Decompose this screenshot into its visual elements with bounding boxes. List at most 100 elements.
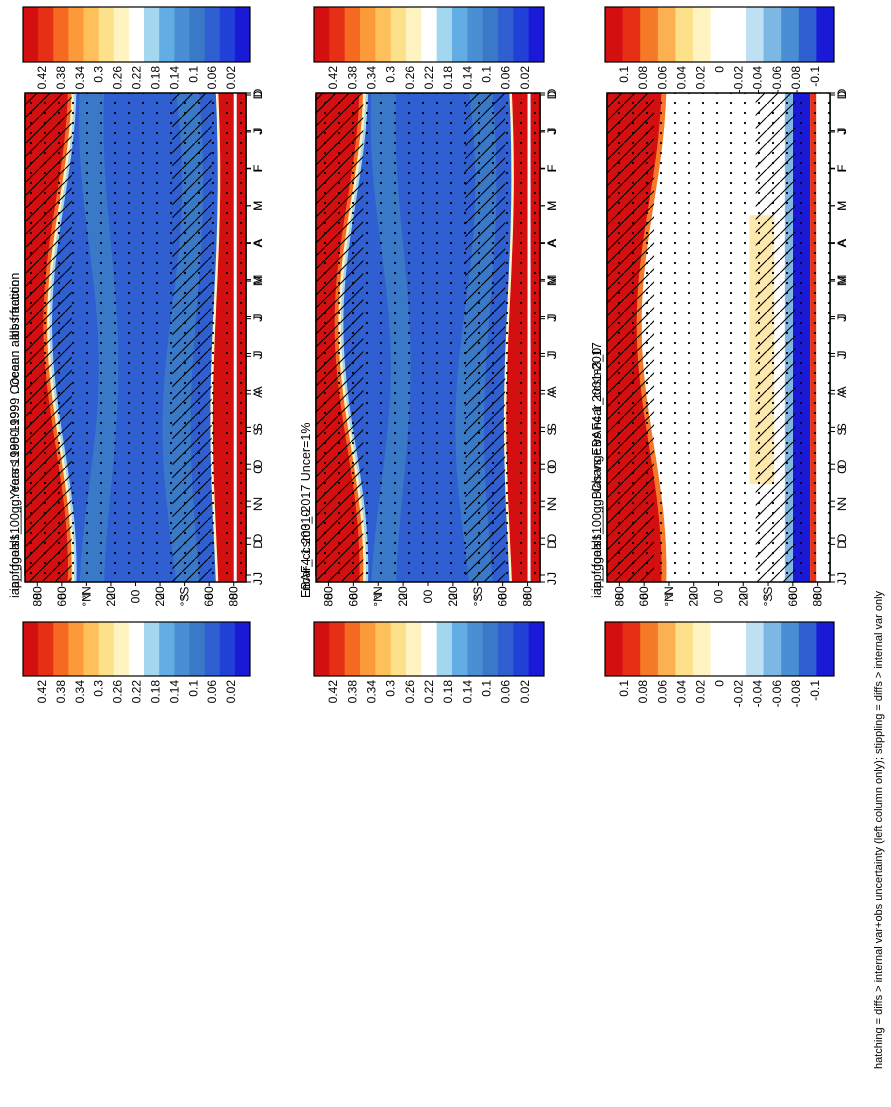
colorbar-cell [329,7,346,62]
month-label: M [545,275,559,285]
lat-label: 80 [30,593,44,607]
colorbar-label: -0.08 [789,66,803,94]
colorbar-cell [204,7,221,62]
month-label: A [545,386,559,394]
month-label: N [545,497,559,506]
month-label: F [545,165,559,172]
colorbar-cell [329,622,346,676]
lat-label: °N [79,586,93,599]
colorbar-label: 0.1 [480,680,494,697]
month-label: J [835,579,849,585]
lat-label: 60 [202,586,216,600]
colorbar-label: 0.34 [365,66,379,90]
colorbar-cell [98,622,115,676]
month-label: J [251,128,265,134]
colorbar-label: -0.02 [732,680,746,708]
lat-label: 60 [637,586,651,600]
month-label: A [251,386,265,394]
panel-title: iap_fgoals1_0_g: Years 1980-1999 : Ocean… [8,280,22,598]
month-label: D [545,88,559,97]
colorbar-label: 0.22 [130,680,144,704]
lat-label: 80 [227,593,241,607]
month-label: A [545,239,559,247]
colorbar-frame [22,6,251,63]
colorbar-label: 0.14 [460,66,474,90]
month-label: J [251,353,265,359]
colorbar-label: 0.14 [167,680,181,704]
colorbar-label: 0.14 [167,66,181,90]
month-label: D [835,533,849,542]
colorbar-cell [344,7,361,62]
month-label: J [545,314,559,320]
lat-label: °N [79,593,93,606]
month-label: M [545,201,559,211]
month-label: S [251,423,265,431]
panel-title: iap_fgoals1_0_g: Years 1980-1999 : Ocean… [8,273,22,591]
lat-label: 60 [202,593,216,607]
colorbar-cell [390,7,407,62]
lat-label: 20 [446,586,460,600]
lat-label: 60 [637,593,651,607]
colorbar-label: 0.3 [92,680,106,697]
colorbar-cell [710,622,729,676]
colorbar-label: 0.02 [224,680,238,704]
colorbar-cell [605,7,624,62]
month-label: J [251,579,265,585]
colorbar-label: 0.38 [345,680,359,704]
colorbar-label: -0.1 [808,66,822,87]
panel-title: iap_fgoals1_0_g: Change vs ncar_ccsm3_0 [590,348,604,591]
colorbar-cell [436,7,453,62]
colorbar: 0.42 0.38 0.34 0.3 0.26 0.22 0.18 0.14 0.1 0.06 0.… [313,621,545,704]
colorbar-cell [174,7,190,62]
colorbar-cell [83,622,100,676]
colorbar-cell [452,622,468,676]
month-label: A [835,239,849,247]
colorbar: 0.1 0.08 0.06 0.04 0.02 0 -0.02 -0.04 -0.06 -0.08… [604,6,835,94]
lat-label: 80 [321,593,335,607]
month-label: D [835,88,849,97]
hatching-overlay-north [25,93,72,582]
colorbar-label: 0.22 [130,66,144,90]
colorbar-cell [38,622,54,676]
month-label: J [835,128,849,134]
colorbar-cell [390,622,407,676]
lat-label: 80 [521,593,535,607]
lat-label: °N [371,586,385,599]
colorbar-label: 0.18 [441,680,455,704]
lat-label: 60 [496,586,510,600]
colorbar-cell [375,622,392,676]
colorbar-label: 0.06 [655,680,669,704]
month-label: S [835,427,849,435]
month-label: D [251,533,265,542]
lat-label: 80 [227,586,241,600]
month-label: J [835,316,849,322]
colorbar-label: 0.42 [35,680,49,704]
month-label: J [545,572,559,578]
month-label: F [251,165,265,172]
colorbar-cell [113,622,130,676]
colorbar-label: -0.06 [770,66,784,94]
colorbar-label: 0.38 [345,66,359,90]
month-label: J [835,572,849,578]
lat-label: °S [471,594,485,607]
month-label: D [545,533,559,542]
colorbar-cell [640,7,659,62]
lat-label: 20 [396,586,410,600]
colorbar-cell [798,622,817,676]
month-label: N [835,497,849,506]
lat-label: 80 [321,586,335,600]
hatching-overlay-north [607,93,655,582]
month-label: J [251,351,265,357]
colorbar-cell [144,7,160,62]
month-label: M [251,201,265,211]
month-label: M [835,201,849,211]
colorbar-cell [498,7,514,62]
month-label: D [545,540,559,549]
colorbar-cell [763,622,782,676]
colorbar-cell [452,7,468,62]
colorbar-cell [421,7,438,62]
month-label: N [251,497,265,506]
month-label: J [545,351,559,357]
